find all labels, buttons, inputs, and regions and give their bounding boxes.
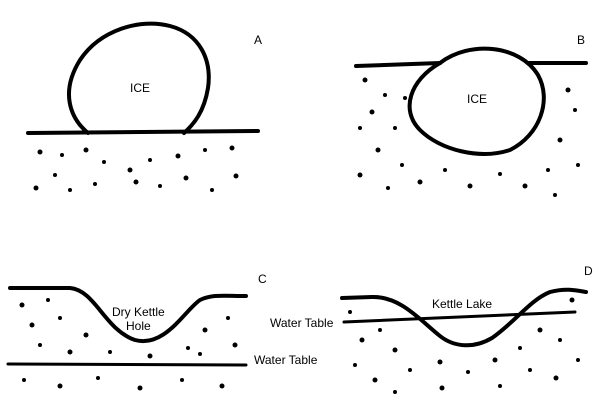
panel-a-ice-block <box>66 21 211 135</box>
panel-c-water-table-line <box>6 362 248 367</box>
panel-c-ground-surface <box>8 286 248 344</box>
panel-b-ground-surface <box>354 61 588 68</box>
panel-a: A ICE <box>26 21 262 192</box>
panel-d-water-table-line <box>342 310 577 324</box>
panel-a-sediment <box>33 145 239 192</box>
panel-c-hole-label-2: Hole <box>126 319 151 333</box>
panel-b-letter: B <box>577 33 585 47</box>
panel-c-sediment <box>19 298 238 391</box>
panel-a-ice-label: ICE <box>130 81 150 95</box>
panel-d-lake-label: Kettle Lake <box>432 297 492 311</box>
panel-d-sediment <box>348 297 580 394</box>
panel-d-letter: D <box>584 264 593 278</box>
panel-d-water-table-label: Water Table <box>270 316 334 330</box>
panel-d-ground-surface <box>340 287 588 348</box>
panel-b-sediment <box>357 77 580 197</box>
panel-a-ground-surface <box>26 129 260 135</box>
panel-d: D Kettle Lake Water Table <box>270 264 593 394</box>
panel-b-ice-label: ICE <box>467 92 487 106</box>
panel-c: C Dry Kettle Hole Water Table <box>6 272 318 391</box>
panel-c-letter: C <box>258 272 267 286</box>
panel-c-hole-label-1: Dry Kettle <box>112 305 165 319</box>
panel-b-ice-block <box>407 46 546 156</box>
panel-c-water-table-label: Water Table <box>254 353 318 367</box>
panel-b: B ICE <box>354 33 588 197</box>
panel-a-letter: A <box>254 33 262 47</box>
